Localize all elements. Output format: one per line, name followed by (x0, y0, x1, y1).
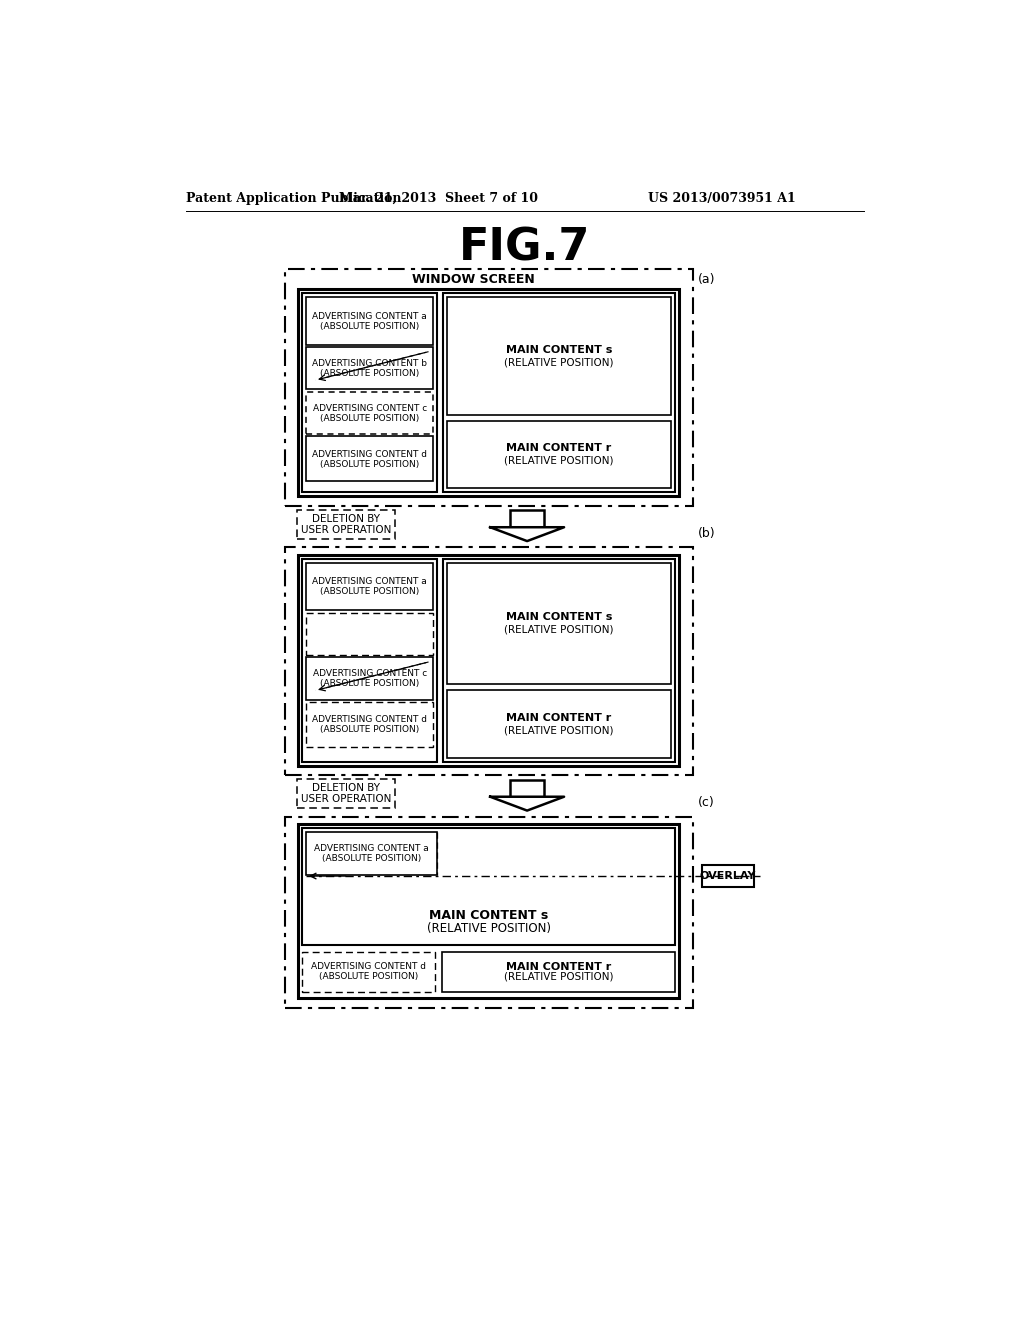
Bar (306, 437, 433, 480)
Text: Mar. 21, 2013  Sheet 7 of 10: Mar. 21, 2013 Sheet 7 of 10 (339, 191, 538, 205)
Text: FIG.7: FIG.7 (459, 226, 591, 269)
Text: ADVERTISING CONTENT d: ADVERTISING CONTENT d (312, 715, 427, 725)
Text: ADVERTISING CONTENT d: ADVERTISING CONTENT d (312, 450, 427, 458)
Bar (306, 392, 433, 434)
Text: (RELATIVE POSITION): (RELATIVE POSITION) (504, 725, 613, 735)
Text: MAIN CONTENT s: MAIN CONTENT s (506, 345, 612, 355)
Bar (302, 829, 675, 945)
Bar (443, 293, 675, 492)
Text: (ABSOLUTE POSITION): (ABSOLUTE POSITION) (319, 973, 419, 981)
Bar (447, 297, 671, 414)
Text: ADVERTISING CONTENT a: ADVERTISING CONTENT a (314, 845, 429, 853)
Text: (ABSOLUTE POSITION): (ABSOLUTE POSITION) (321, 587, 419, 597)
Bar (447, 562, 671, 684)
Bar (306, 297, 433, 345)
Text: ADVERTISING CONTENT c: ADVERTISING CONTENT c (312, 669, 427, 678)
Text: OVERLAY: OVERLAY (699, 871, 757, 880)
Text: MAIN CONTENT r: MAIN CONTENT r (507, 713, 611, 723)
Text: USER OPERATION: USER OPERATION (301, 795, 391, 804)
Text: DELETION BY: DELETION BY (312, 783, 380, 793)
Bar (298, 554, 679, 766)
Text: (RELATIVE POSITION): (RELATIVE POSITION) (504, 358, 613, 367)
Text: ADVERTISING CONTENT a: ADVERTISING CONTENT a (312, 312, 427, 321)
Text: (ABSOLUTE POSITION): (ABSOLUTE POSITION) (322, 854, 421, 863)
Bar (447, 421, 671, 488)
Text: (ABSOLUTE POSITION): (ABSOLUTE POSITION) (321, 370, 419, 378)
Text: ADVERTISING CONTENT c: ADVERTISING CONTENT c (312, 404, 427, 413)
Bar (510, 511, 544, 527)
Text: MAIN CONTENT r: MAIN CONTENT r (506, 962, 611, 972)
Text: (ABSOLUTE POSITION): (ABSOLUTE POSITION) (321, 413, 419, 422)
Text: (RELATIVE POSITION): (RELATIVE POSITION) (504, 455, 613, 466)
Text: (RELATIVE POSITION): (RELATIVE POSITION) (427, 921, 551, 935)
Bar (302, 952, 435, 991)
Text: US 2013/0073951 A1: US 2013/0073951 A1 (648, 191, 796, 205)
Polygon shape (490, 797, 564, 810)
Text: ADVERTISING CONTENT b: ADVERTISING CONTENT b (312, 359, 427, 368)
Text: WINDOW SCREEN: WINDOW SCREEN (412, 273, 535, 286)
Text: (RELATIVE POSITION): (RELATIVE POSITION) (504, 972, 613, 982)
Bar (306, 347, 433, 389)
Text: (c): (c) (698, 796, 715, 809)
Bar (298, 825, 679, 998)
Bar (297, 510, 395, 539)
Text: MAIN CONTENT s: MAIN CONTENT s (506, 612, 612, 622)
Bar (510, 780, 544, 797)
Bar (306, 612, 433, 655)
Text: (a): (a) (697, 273, 716, 286)
Text: (ABSOLUTE POSITION): (ABSOLUTE POSITION) (321, 322, 419, 331)
Bar (443, 558, 675, 762)
Bar (285, 548, 692, 775)
Bar (297, 779, 395, 808)
Text: USER OPERATION: USER OPERATION (301, 524, 391, 535)
Text: MAIN CONTENT r: MAIN CONTENT r (507, 444, 611, 453)
Bar (306, 832, 437, 875)
Text: (RELATIVE POSITION): (RELATIVE POSITION) (504, 624, 613, 634)
Text: ADVERTISING CONTENT d: ADVERTISING CONTENT d (311, 962, 426, 972)
Text: (ABSOLUTE POSITION): (ABSOLUTE POSITION) (321, 725, 419, 734)
Bar (441, 952, 675, 991)
Bar (285, 817, 692, 1007)
Polygon shape (490, 527, 564, 541)
Bar (306, 702, 433, 747)
Text: MAIN CONTENT s: MAIN CONTENT s (429, 908, 548, 921)
Bar (298, 289, 679, 496)
Text: ADVERTISING CONTENT a: ADVERTISING CONTENT a (312, 577, 427, 586)
Bar (302, 293, 437, 492)
Text: (ABSOLUTE POSITION): (ABSOLUTE POSITION) (321, 680, 419, 689)
Text: (b): (b) (697, 527, 716, 540)
Bar (285, 268, 692, 506)
Bar (701, 866, 755, 887)
Text: DELETION BY: DELETION BY (312, 513, 380, 524)
Bar (306, 562, 433, 610)
Text: (ABSOLUTE POSITION): (ABSOLUTE POSITION) (321, 459, 419, 469)
Bar (302, 558, 437, 762)
Bar (447, 689, 671, 758)
Text: Patent Application Publication: Patent Application Publication (186, 191, 401, 205)
Bar (306, 657, 433, 700)
